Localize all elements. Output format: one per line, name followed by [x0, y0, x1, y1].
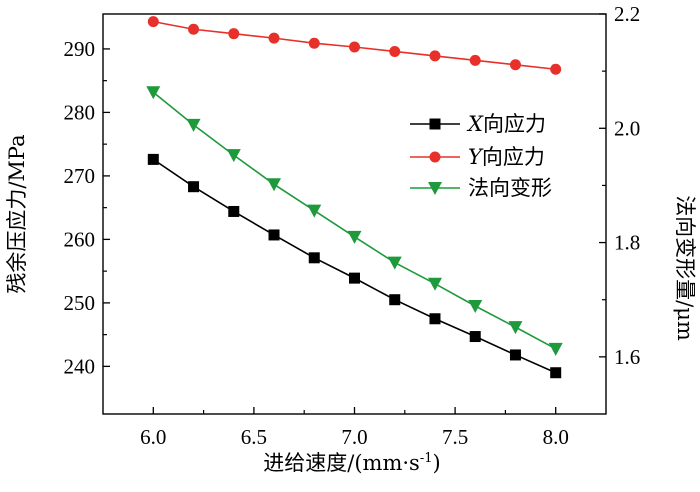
y-right-tick-label: 1.8: [614, 231, 640, 255]
series-3-point: [186, 118, 201, 132]
series-1-point: [469, 331, 481, 343]
plot-frame: [102, 13, 607, 415]
ticks-layer: 6.0 6.5 7.0 7.5 8.0 240 250 260 270 280 290 1.6 1.8 2…: [64, 2, 641, 449]
series-1-point: [429, 313, 441, 325]
legend-label-text: 向应力: [483, 112, 546, 136]
series-3-point: [267, 178, 282, 192]
legend-label: X向应力: [466, 112, 546, 136]
series-1-point: [349, 272, 360, 284]
y-right-tick-label: 2.0: [614, 116, 640, 140]
series-2-point: [147, 16, 159, 28]
series-2-point: [349, 41, 360, 53]
x-tick-label: 6.0: [140, 425, 166, 449]
series-2-point: [389, 45, 401, 57]
series-1-point: [228, 205, 240, 217]
series-2-point: [188, 23, 200, 35]
series-1-point: [389, 294, 401, 306]
y-left-tick-label: 290: [64, 37, 96, 61]
y-left-tick-label: 280: [64, 100, 96, 124]
x-axis-title: 进给速度/(mm·s-1): [263, 451, 440, 475]
series-2-point: [509, 59, 521, 71]
y-left-tick-label: 250: [64, 291, 96, 315]
series-1-point: [550, 367, 562, 379]
series-3-point: [146, 86, 161, 100]
y-left-tick-label: 270: [64, 164, 96, 188]
series-1-point: [147, 153, 159, 165]
series-3-point: [468, 300, 483, 313]
legend-label: 法向变形: [468, 176, 552, 200]
series-2-point: [429, 50, 441, 62]
legend-label-text: 向应力: [482, 145, 545, 169]
series-2-point: [228, 28, 240, 40]
x-tick-label: 6.5: [241, 425, 267, 449]
y-left-tick-label: 260: [64, 227, 96, 251]
y-axis-right-title: 法向变形量/μm: [673, 195, 697, 341]
series-3-point: [226, 149, 241, 163]
x-tick-label: 7.5: [442, 425, 468, 449]
x-tick-label: 8.0: [543, 425, 569, 449]
series-2-point: [550, 63, 562, 75]
y-right-tick-label: 2.2: [614, 2, 640, 26]
series-3-point: [548, 342, 563, 356]
legend-label-var: Y: [468, 145, 484, 169]
series-3-point: [387, 256, 402, 270]
legend-marker: [429, 118, 441, 130]
series-3-point: [508, 321, 523, 335]
legend-marker: [429, 151, 441, 163]
series-1-point: [188, 181, 200, 193]
series-1-point: [268, 229, 280, 241]
series-3-point: [427, 277, 442, 291]
y-right-tick-label: 1.6: [614, 345, 640, 369]
x-tick-label: 7.0: [341, 425, 367, 449]
series-2-point: [469, 54, 481, 66]
y-left-tick-label: 240: [64, 354, 96, 378]
legend-label: Y向应力: [468, 145, 545, 169]
legend-label-text: 法向变形: [468, 176, 552, 200]
series-2-point: [268, 32, 280, 44]
series-1-point: [509, 349, 521, 361]
series-layer: [146, 16, 563, 379]
legend-label-var: X: [466, 112, 484, 136]
y-axis-left-title: 残余压应力/MPa: [5, 134, 29, 293]
legend-marker: [428, 182, 442, 195]
series-3-point: [347, 230, 362, 244]
series-1-point: [308, 252, 320, 264]
series-2-point: [308, 37, 320, 49]
series-3-point: [307, 204, 322, 218]
